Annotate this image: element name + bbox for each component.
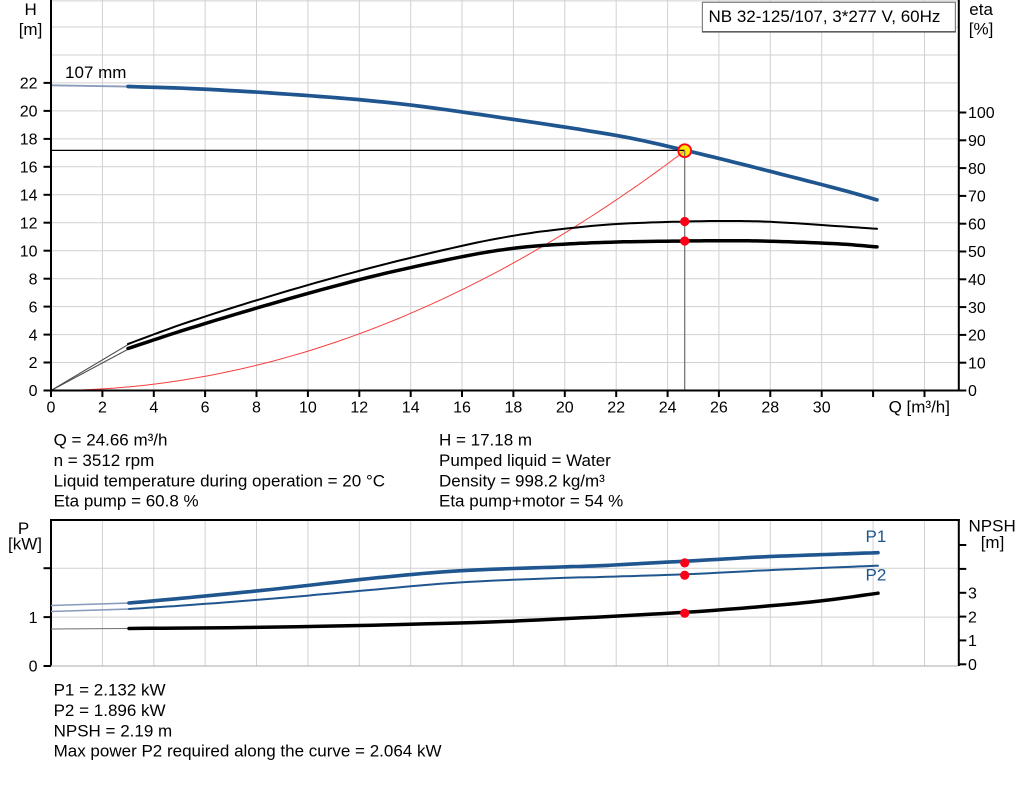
- svg-text:P2 = 1.896 kW: P2 = 1.896 kW: [54, 701, 166, 720]
- svg-text:18: 18: [505, 400, 523, 417]
- svg-text:0: 0: [968, 657, 977, 674]
- svg-text:Max power P2 required along th: Max power P2 required along the curve = …: [54, 742, 442, 761]
- svg-text:1: 1: [968, 633, 977, 650]
- svg-text:4: 4: [149, 400, 158, 417]
- svg-text:26: 26: [710, 400, 728, 417]
- svg-text:[kW]: [kW]: [8, 534, 42, 553]
- svg-text:60: 60: [968, 216, 986, 233]
- svg-text:0: 0: [29, 383, 38, 400]
- svg-text:4: 4: [29, 327, 38, 344]
- svg-text:50: 50: [968, 244, 986, 261]
- svg-text:18: 18: [20, 132, 38, 149]
- svg-text:10: 10: [20, 243, 38, 260]
- svg-text:P1: P1: [866, 527, 887, 546]
- svg-text:20: 20: [968, 328, 986, 345]
- svg-text:30: 30: [813, 400, 831, 417]
- svg-text:0: 0: [29, 659, 38, 676]
- svg-text:20: 20: [20, 104, 38, 121]
- svg-text:24: 24: [659, 400, 677, 417]
- svg-text:3: 3: [968, 586, 977, 603]
- svg-text:1: 1: [29, 610, 38, 627]
- svg-text:0: 0: [47, 400, 56, 417]
- svg-text:H: H: [24, 0, 36, 19]
- svg-text:90: 90: [968, 133, 986, 150]
- svg-text:14: 14: [402, 400, 420, 417]
- svg-text:[m]: [m]: [981, 533, 1005, 552]
- svg-text:22: 22: [607, 400, 625, 417]
- svg-text:10: 10: [299, 400, 317, 417]
- svg-text:12: 12: [20, 215, 38, 232]
- svg-text:2: 2: [98, 400, 107, 417]
- svg-text:P1 = 2.132 kW: P1 = 2.132 kW: [54, 681, 166, 700]
- svg-text:16: 16: [453, 400, 471, 417]
- svg-text:20: 20: [556, 400, 574, 417]
- svg-text:P2: P2: [866, 566, 887, 585]
- svg-text:NPSH: NPSH: [969, 517, 1016, 536]
- svg-text:0: 0: [968, 383, 977, 400]
- svg-text:[m]: [m]: [19, 20, 43, 39]
- svg-text:6: 6: [201, 400, 210, 417]
- svg-text:Q [m³/h]: Q [m³/h]: [889, 398, 950, 417]
- svg-text:70: 70: [968, 189, 986, 206]
- svg-text:28: 28: [761, 400, 779, 417]
- svg-text:Liquid temperature during oper: Liquid temperature during operation = 20…: [54, 471, 385, 490]
- svg-text:P: P: [18, 519, 29, 538]
- svg-text:40: 40: [968, 272, 986, 289]
- svg-text:8: 8: [29, 271, 38, 288]
- svg-text:14: 14: [20, 188, 38, 205]
- svg-text:NB 32-125/107, 3*277 V, 60Hz: NB 32-125/107, 3*277 V, 60Hz: [709, 7, 941, 26]
- svg-text:2: 2: [968, 609, 977, 626]
- svg-text:107 mm: 107 mm: [65, 63, 126, 82]
- svg-text:Pumped liquid = Water: Pumped liquid = Water: [439, 451, 611, 470]
- svg-text:6: 6: [29, 299, 38, 316]
- svg-text:H = 17.18 m: H = 17.18 m: [439, 431, 532, 450]
- svg-text:30: 30: [968, 300, 986, 317]
- svg-text:22: 22: [20, 76, 38, 93]
- svg-text:Q = 24.66 m³/h: Q = 24.66 m³/h: [54, 431, 168, 450]
- svg-text:80: 80: [968, 161, 986, 178]
- svg-text:[%]: [%]: [969, 20, 994, 39]
- svg-text:eta: eta: [969, 0, 993, 19]
- svg-text:Eta pump+motor = 54 %: Eta pump+motor = 54 %: [439, 492, 623, 511]
- svg-text:10: 10: [968, 355, 986, 372]
- svg-text:Eta pump = 60.8 %: Eta pump = 60.8 %: [54, 492, 199, 511]
- svg-text:2: 2: [29, 355, 38, 372]
- svg-text:16: 16: [20, 160, 38, 177]
- svg-text:100: 100: [968, 105, 995, 122]
- svg-text:12: 12: [350, 400, 368, 417]
- svg-text:n = 3512 rpm: n = 3512 rpm: [54, 451, 155, 470]
- svg-text:8: 8: [252, 400, 261, 417]
- svg-text:Density = 998.2 kg/m³: Density = 998.2 kg/m³: [439, 471, 605, 490]
- svg-text:NPSH = 2.19 m: NPSH = 2.19 m: [54, 721, 173, 740]
